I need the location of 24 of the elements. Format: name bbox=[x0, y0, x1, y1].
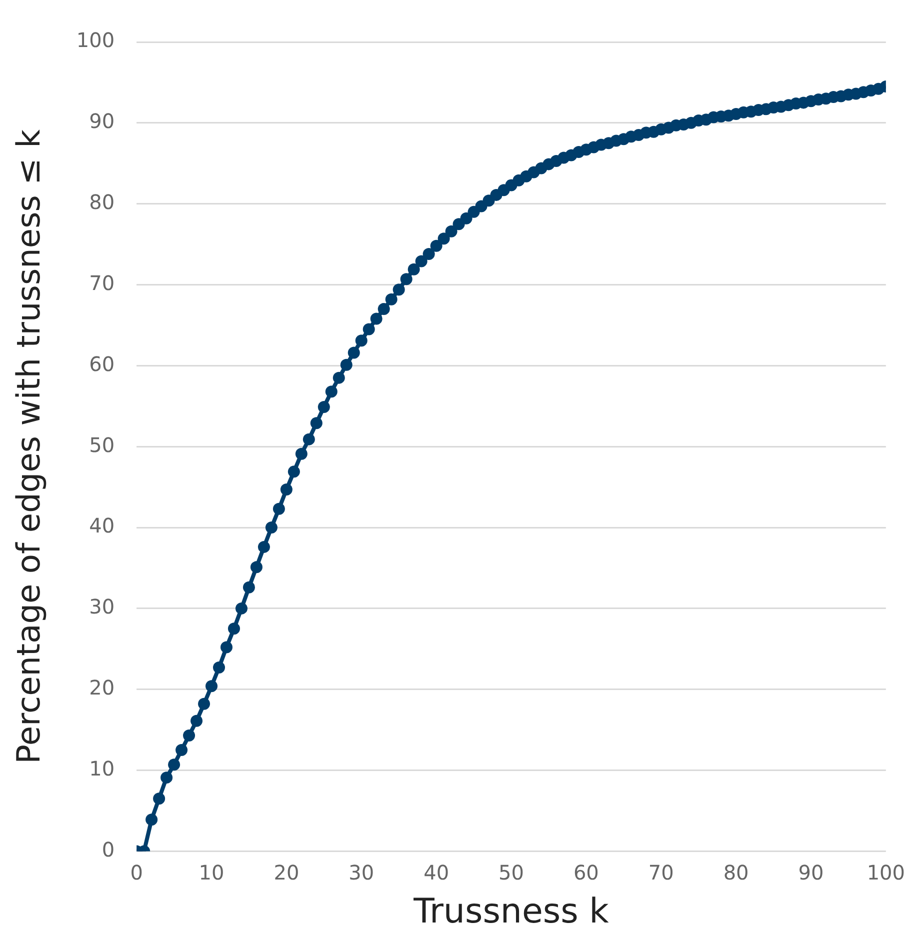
y-tick-label: 10 bbox=[89, 756, 115, 780]
y-tick-label: 0 bbox=[102, 837, 115, 862]
y-tick-label: 100 bbox=[76, 28, 115, 52]
x-tick-label: 100 bbox=[866, 860, 906, 884]
y-tick-label: 30 bbox=[89, 594, 115, 619]
x-tick-label: 10 bbox=[198, 860, 224, 884]
x-tick-label: 50 bbox=[498, 860, 524, 884]
x-tick-label: 80 bbox=[723, 860, 749, 884]
x-tick-label: 60 bbox=[573, 860, 599, 884]
x-tick-label: 30 bbox=[348, 860, 374, 884]
x-tick-label: 40 bbox=[424, 860, 450, 884]
x-axis-title: Trussness k bbox=[412, 891, 610, 932]
y-tick-label: 80 bbox=[89, 190, 115, 214]
x-tick-label: 0 bbox=[130, 860, 143, 884]
y-tick-label: 20 bbox=[89, 676, 115, 700]
y-tick-label: 40 bbox=[89, 514, 115, 538]
x-tick-label: 20 bbox=[274, 860, 300, 884]
x-tick-label: 90 bbox=[798, 860, 824, 884]
y-tick-label: 50 bbox=[89, 432, 115, 457]
y-tick-label: 90 bbox=[89, 109, 115, 134]
y-tick-label: 60 bbox=[89, 352, 115, 376]
y-axis-title: Percentage of edges with trussness ≤ k bbox=[10, 128, 48, 764]
y-tick-label: 70 bbox=[89, 270, 115, 295]
x-tick-label: 70 bbox=[648, 860, 674, 884]
